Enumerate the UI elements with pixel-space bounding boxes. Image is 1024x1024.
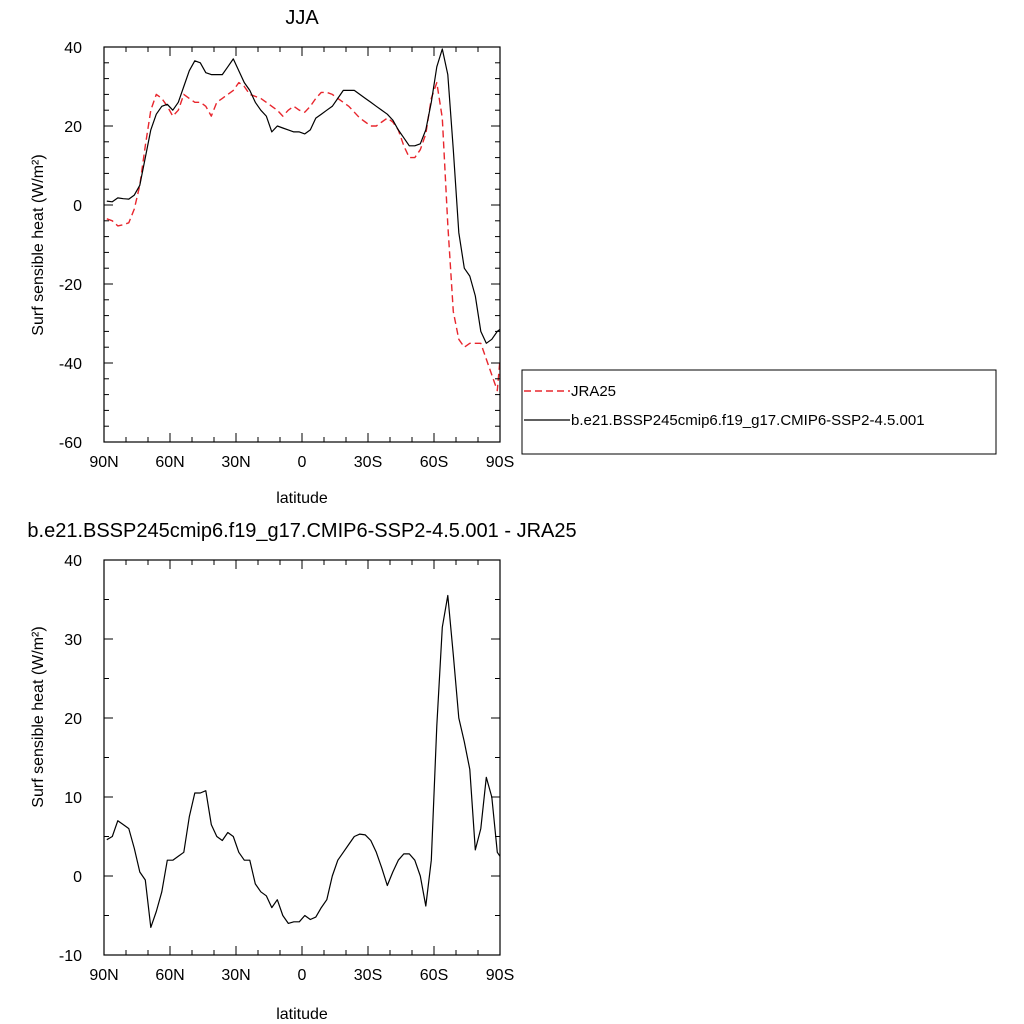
chart-1-x-tick-label: 30S bbox=[354, 454, 382, 471]
chart-2-x-tick-label: 90N bbox=[89, 967, 118, 984]
chart-1-x-tick-label: 60N bbox=[155, 454, 184, 471]
chart-2-x-tick-label: 60S bbox=[420, 967, 448, 984]
chart-2-x-tick-label: 0 bbox=[298, 967, 307, 984]
chart-2-x-tick-label: 60N bbox=[155, 967, 184, 984]
chart-1-x-tick-label: 90N bbox=[89, 454, 118, 471]
chart-2-y-tick-label: 0 bbox=[73, 869, 82, 886]
chart-2-y-tick-label: -10 bbox=[59, 948, 82, 965]
chart-1-y-tick-label: 0 bbox=[73, 198, 82, 215]
legend-label-jra25: JRA25 bbox=[571, 383, 616, 400]
chart-1-y-axis-label: Surf sensible heat (W/m²) bbox=[30, 154, 47, 335]
chart-1-legend: JRA25 b.e21.BSSP245cmip6.f19_g17.CMIP6-S… bbox=[521, 369, 997, 455]
legend-frame bbox=[521, 369, 997, 455]
chart-1-y-tick-label: 40 bbox=[64, 40, 82, 57]
chart-1-series-line-1 bbox=[106, 81, 501, 392]
chart-1-y-tick-label: 20 bbox=[64, 119, 82, 136]
chart-2-plot: 90N 60N 30N 0 30S 60S 90S 40 30 20 10 0 -10 bbox=[59, 553, 514, 984]
chart-1-x-tick-label: 30N bbox=[221, 454, 250, 471]
chart-2-x-tick-label: 90S bbox=[486, 967, 514, 984]
chart-1-x-tick-label: 0 bbox=[298, 454, 307, 471]
chart-2-y-tick-label: 30 bbox=[64, 632, 82, 649]
chart-1-y-tick-label: -60 bbox=[59, 435, 82, 452]
chart-1-y-tick-label: -20 bbox=[59, 277, 82, 294]
chart-2-y-axis-label: Surf sensible heat (W/m²) bbox=[30, 626, 47, 807]
chart-1-x-tick-label: 60S bbox=[420, 454, 448, 471]
chart-1-x-axis-label: latitude bbox=[276, 490, 328, 507]
chart-2-x-tick-label: 30S bbox=[354, 967, 382, 984]
chart-1-title: JJA bbox=[285, 7, 319, 29]
chart-2-y-tick-label: 40 bbox=[64, 553, 82, 570]
chart-1-series-line-2 bbox=[106, 48, 501, 344]
chart-2-y-tick-label: 20 bbox=[64, 711, 82, 728]
chart-2-title: b.e21.BSSP245cmip6.f19_g17.CMIP6-SSP2-4.… bbox=[27, 520, 576, 542]
chart-1-y-tick-label: -40 bbox=[59, 356, 82, 373]
chart-2-y-tick-label: 10 bbox=[64, 790, 82, 807]
chart-2-x-tick-label: 30N bbox=[221, 967, 250, 984]
chart-1-plot: 90N 60N 30N 0 30S 60S 90S 40 20 0 -20 -40 -60 bbox=[59, 40, 514, 471]
chart-2-plot-frame bbox=[103, 559, 501, 956]
chart-2-series-line-1 bbox=[106, 594, 501, 928]
chart-1-x-tick-label: 90S bbox=[486, 454, 514, 471]
chart-2-x-axis-label: latitude bbox=[276, 1006, 328, 1023]
legend-label-model: b.e21.BSSP245cmip6.f19_g17.CMIP6-SSP2-4.… bbox=[571, 412, 925, 429]
